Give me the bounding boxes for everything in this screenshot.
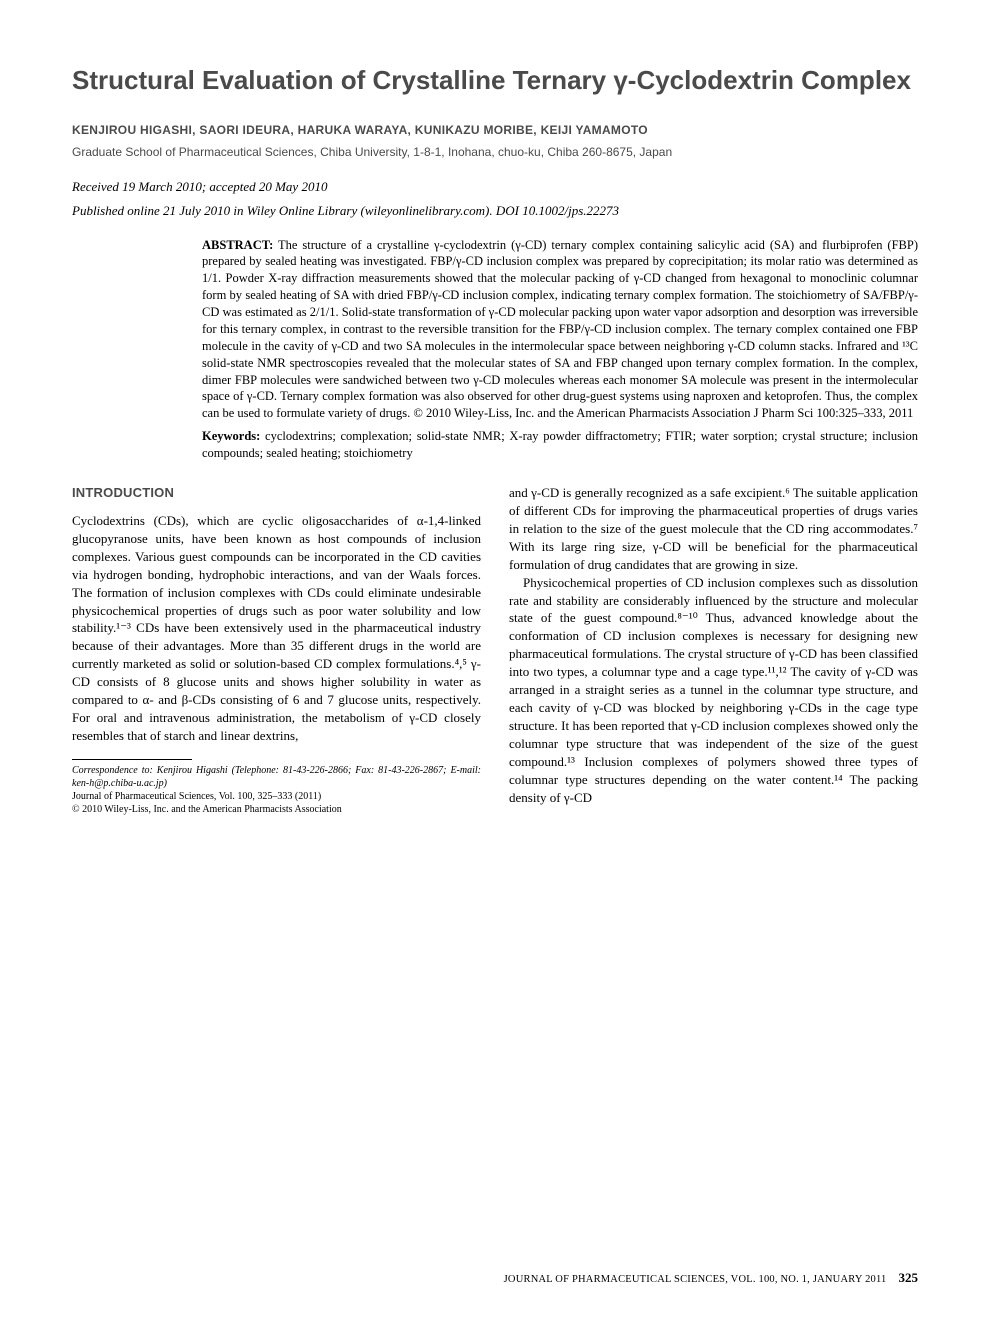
- journal-footnote: Journal of Pharmaceutical Sciences, Vol.…: [72, 790, 481, 803]
- intro-paragraph-2: and γ-CD is generally recognized as a sa…: [509, 484, 918, 574]
- article-title: Structural Evaluation of Crystalline Ter…: [72, 64, 918, 97]
- two-column-body: INTRODUCTION Cyclodextrins (CDs), which …: [72, 484, 918, 816]
- section-heading-introduction: INTRODUCTION: [72, 484, 481, 502]
- keywords-heading: Keywords:: [202, 429, 260, 443]
- correspondence-footnote: Correspondence to: Kenjirou Higashi (Tel…: [72, 764, 481, 790]
- footer-journal: JOURNAL OF PHARMACEUTICAL SCIENCES, VOL.…: [504, 1274, 887, 1285]
- keywords-text: cyclodextrins; complexation; solid-state…: [202, 429, 918, 460]
- intro-paragraph-3: Physicochemical properties of CD inclusi…: [509, 574, 918, 807]
- column-left: INTRODUCTION Cyclodextrins (CDs), which …: [72, 484, 481, 816]
- footnotes: Correspondence to: Kenjirou Higashi (Tel…: [72, 764, 481, 816]
- footnote-rule: [72, 759, 192, 760]
- keywords-block: Keywords: cyclodextrins; complexation; s…: [202, 428, 918, 462]
- page-footer: JOURNAL OF PHARMACEUTICAL SCIENCES, VOL.…: [72, 1270, 918, 1286]
- abstract-block: ABSTRACT: The structure of a crystalline…: [202, 237, 918, 423]
- author-list: KENJIROU HIGASHI, SAORI IDEURA, HARUKA W…: [72, 123, 918, 137]
- abstract-heading: ABSTRACT:: [202, 238, 273, 252]
- intro-paragraph-1: Cyclodextrins (CDs), which are cyclic ol…: [72, 512, 481, 745]
- footer-page-number: 325: [899, 1270, 919, 1286]
- column-right: and γ-CD is generally recognized as a sa…: [509, 484, 918, 816]
- affiliation: Graduate School of Pharmaceutical Scienc…: [72, 145, 918, 159]
- received-accepted-dates: Received 19 March 2010; accepted 20 May …: [72, 179, 918, 195]
- abstract-text: The structure of a crystalline γ-cyclode…: [202, 238, 918, 421]
- published-online-line: Published online 21 July 2010 in Wiley O…: [72, 203, 918, 219]
- copyright-footnote: © 2010 Wiley-Liss, Inc. and the American…: [72, 803, 481, 816]
